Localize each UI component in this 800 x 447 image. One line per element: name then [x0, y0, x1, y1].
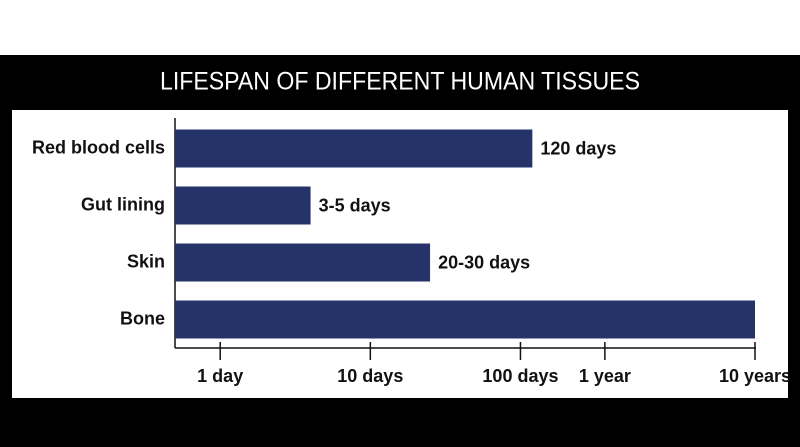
top-band: [0, 0, 800, 55]
x-tick-label: 100 days: [482, 366, 558, 386]
y-tick-label: Red blood cells: [32, 137, 165, 157]
y-tick-label: Bone: [120, 308, 165, 328]
bar: [175, 186, 311, 225]
value-label: 3-5 days: [319, 195, 391, 215]
y-tick-label: Skin: [127, 251, 165, 271]
bar: [175, 243, 431, 282]
chart-title: LIFESPAN OF DIFFERENT HUMAN TISSUES: [160, 68, 640, 96]
x-tick-label: 10 years: [719, 366, 791, 386]
bar: [175, 129, 533, 168]
x-tick-label: 1 day: [197, 366, 243, 386]
value-label: 20-30 days: [438, 252, 530, 272]
value-label: 120 days: [540, 138, 616, 158]
x-tick-label: 10 days: [337, 366, 403, 386]
bar: [175, 300, 755, 339]
y-tick-label: Gut lining: [81, 194, 165, 214]
x-tick-label: 1 year: [579, 366, 631, 386]
